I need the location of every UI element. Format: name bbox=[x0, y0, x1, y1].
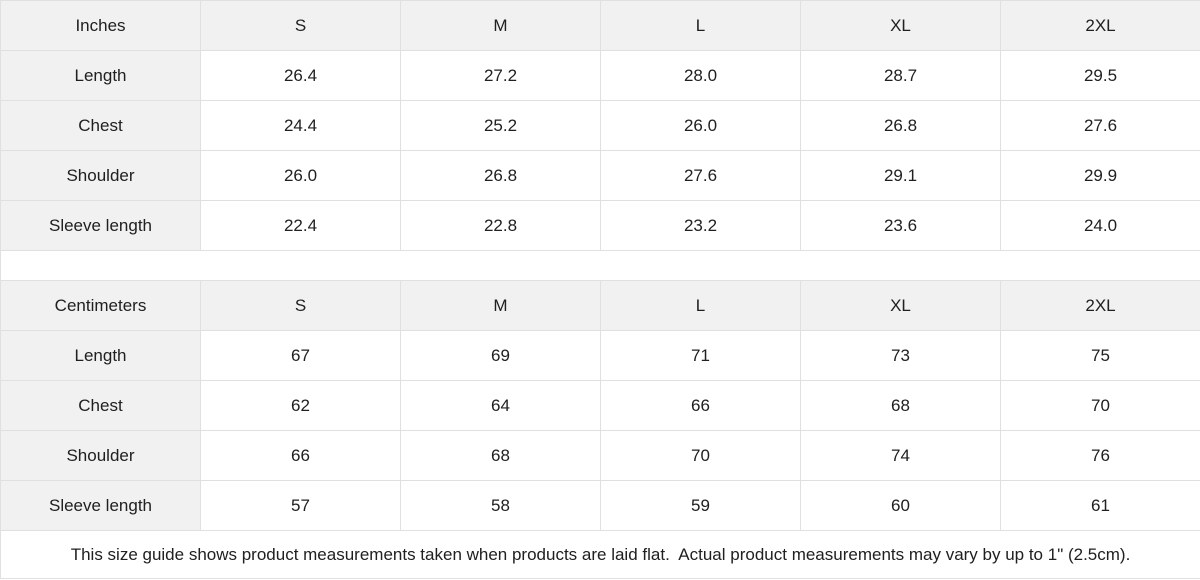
table-row-cm-sleeve-length: Sleeve length 57 58 59 60 61 bbox=[0, 480, 1200, 531]
centimeters-size-header-xl: XL bbox=[800, 280, 1001, 331]
measurement-cell: 75 bbox=[1000, 330, 1200, 381]
measurement-cell: 68 bbox=[400, 430, 601, 481]
measurement-cell: 26.8 bbox=[400, 150, 601, 201]
centimeters-size-header-s: S bbox=[200, 280, 401, 331]
measurement-cell: 66 bbox=[600, 380, 801, 431]
measurement-cell: 22.4 bbox=[200, 200, 401, 251]
measurement-cell: 76 bbox=[1000, 430, 1200, 481]
measurement-cell: 23.2 bbox=[600, 200, 801, 251]
spacer-row bbox=[0, 250, 1200, 281]
measurement-cell: 29.9 bbox=[1000, 150, 1200, 201]
measurement-cell: 25.2 bbox=[400, 100, 601, 151]
table-row-inches-length: Length 26.4 27.2 28.0 28.7 29.5 bbox=[0, 50, 1200, 101]
table-row-cm-length: Length 67 69 71 73 75 bbox=[0, 330, 1200, 381]
measurement-cell: 23.6 bbox=[800, 200, 1001, 251]
table-row-cm-shoulder: Shoulder 66 68 70 74 76 bbox=[0, 430, 1200, 481]
measurement-cell: 27.2 bbox=[400, 50, 601, 101]
measurement-cell: 29.5 bbox=[1000, 50, 1200, 101]
centimeters-size-header-2xl: 2XL bbox=[1000, 280, 1200, 331]
measurement-cell: 68 bbox=[800, 380, 1001, 431]
row-label: Sleeve length bbox=[0, 200, 201, 251]
measurement-cell: 27.6 bbox=[600, 150, 801, 201]
measurement-cell: 70 bbox=[1000, 380, 1200, 431]
measurement-cell: 60 bbox=[800, 480, 1001, 531]
table-row-inches-shoulder: Shoulder 26.0 26.8 27.6 29.1 29.9 bbox=[0, 150, 1200, 201]
row-label: Chest bbox=[0, 380, 201, 431]
measurement-cell: 27.6 bbox=[1000, 100, 1200, 151]
table-row-cm-chest: Chest 62 64 66 68 70 bbox=[0, 380, 1200, 431]
measurement-cell: 73 bbox=[800, 330, 1001, 381]
inches-header-row: Inches S M L XL 2XL bbox=[0, 0, 1200, 51]
row-label: Shoulder bbox=[0, 430, 201, 481]
row-label: Sleeve length bbox=[0, 480, 201, 531]
measurement-cell: 62 bbox=[200, 380, 401, 431]
row-label: Chest bbox=[0, 100, 201, 151]
footer-row: This size guide shows product measuremen… bbox=[0, 530, 1200, 579]
inches-size-header-m: M bbox=[400, 0, 601, 51]
centimeters-header-row: Centimeters S M L XL 2XL bbox=[0, 280, 1200, 331]
centimeters-size-header-l: L bbox=[600, 280, 801, 331]
row-label: Length bbox=[0, 50, 201, 101]
measurement-cell: 28.0 bbox=[600, 50, 801, 101]
measurement-cell: 24.4 bbox=[200, 100, 401, 151]
row-label: Length bbox=[0, 330, 201, 381]
inches-unit-header-cell: Inches bbox=[0, 0, 201, 51]
centimeters-unit-header-cell: Centimeters bbox=[0, 280, 201, 331]
inches-size-header-xl: XL bbox=[800, 0, 1001, 51]
inches-size-header-2xl: 2XL bbox=[1000, 0, 1200, 51]
measurement-cell: 64 bbox=[400, 380, 601, 431]
measurement-cell: 29.1 bbox=[800, 150, 1001, 201]
measurement-cell: 57 bbox=[200, 480, 401, 531]
measurement-cell: 26.8 bbox=[800, 100, 1001, 151]
measurement-cell: 28.7 bbox=[800, 50, 1001, 101]
inches-size-header-s: S bbox=[200, 0, 401, 51]
measurement-cell: 22.8 bbox=[400, 200, 601, 251]
measurement-cell: 58 bbox=[400, 480, 601, 531]
measurement-cell: 69 bbox=[400, 330, 601, 381]
inches-size-header-l: L bbox=[600, 0, 801, 51]
measurement-cell: 26.4 bbox=[200, 50, 401, 101]
measurement-cell: 70 bbox=[600, 430, 801, 481]
measurement-cell: 24.0 bbox=[1000, 200, 1200, 251]
row-label: Shoulder bbox=[0, 150, 201, 201]
measurement-cell: 26.0 bbox=[200, 150, 401, 201]
measurement-cell: 71 bbox=[600, 330, 801, 381]
table-row-inches-sleeve-length: Sleeve length 22.4 22.8 23.2 23.6 24.0 bbox=[0, 200, 1200, 251]
table-row-inches-chest: Chest 24.4 25.2 26.0 26.8 27.6 bbox=[0, 100, 1200, 151]
measurement-cell: 74 bbox=[800, 430, 1001, 481]
centimeters-size-header-m: M bbox=[400, 280, 601, 331]
measurement-cell: 59 bbox=[600, 480, 801, 531]
measurement-cell: 26.0 bbox=[600, 100, 801, 151]
measurement-cell: 61 bbox=[1000, 480, 1200, 531]
footer-note: This size guide shows product measuremen… bbox=[0, 530, 1200, 579]
measurement-cell: 66 bbox=[200, 430, 401, 481]
measurement-cell: 67 bbox=[200, 330, 401, 381]
spacer-cell bbox=[0, 250, 1200, 281]
